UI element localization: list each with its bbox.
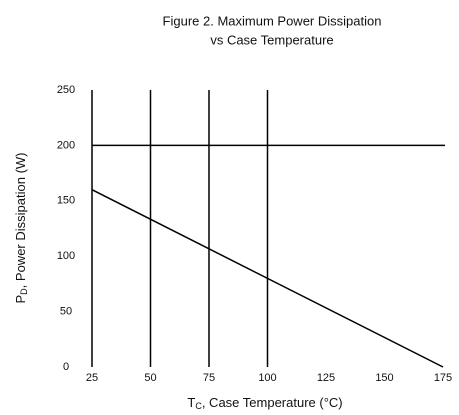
y-tick-label: 200: [57, 139, 75, 151]
x-tick-label: 50: [144, 372, 156, 384]
y-tick-label: 0: [63, 361, 69, 373]
x-tick-label: 150: [375, 372, 393, 384]
y-tick-label: 100: [57, 250, 75, 262]
x-axis-label: TC, Case Temperature (°C): [187, 395, 342, 411]
x-tick-label: 175: [434, 372, 452, 384]
chart-title: Figure 2. Maximum Power Dissipation: [163, 13, 382, 28]
x-tick-label: 125: [317, 372, 335, 384]
y-axis-label: PD, Power Dissipation (W): [13, 153, 29, 304]
x-tick-label: 100: [258, 372, 276, 384]
line-series: [91, 189, 444, 368]
chart-subtitle: vs Case Temperature: [210, 32, 333, 47]
x-tick-label: 25: [86, 372, 98, 384]
y-tick-label: 150: [57, 195, 75, 207]
x-tick-label: 75: [203, 372, 215, 384]
y-tick-label: 250: [57, 84, 75, 96]
y-tick-label: 50: [60, 306, 72, 318]
